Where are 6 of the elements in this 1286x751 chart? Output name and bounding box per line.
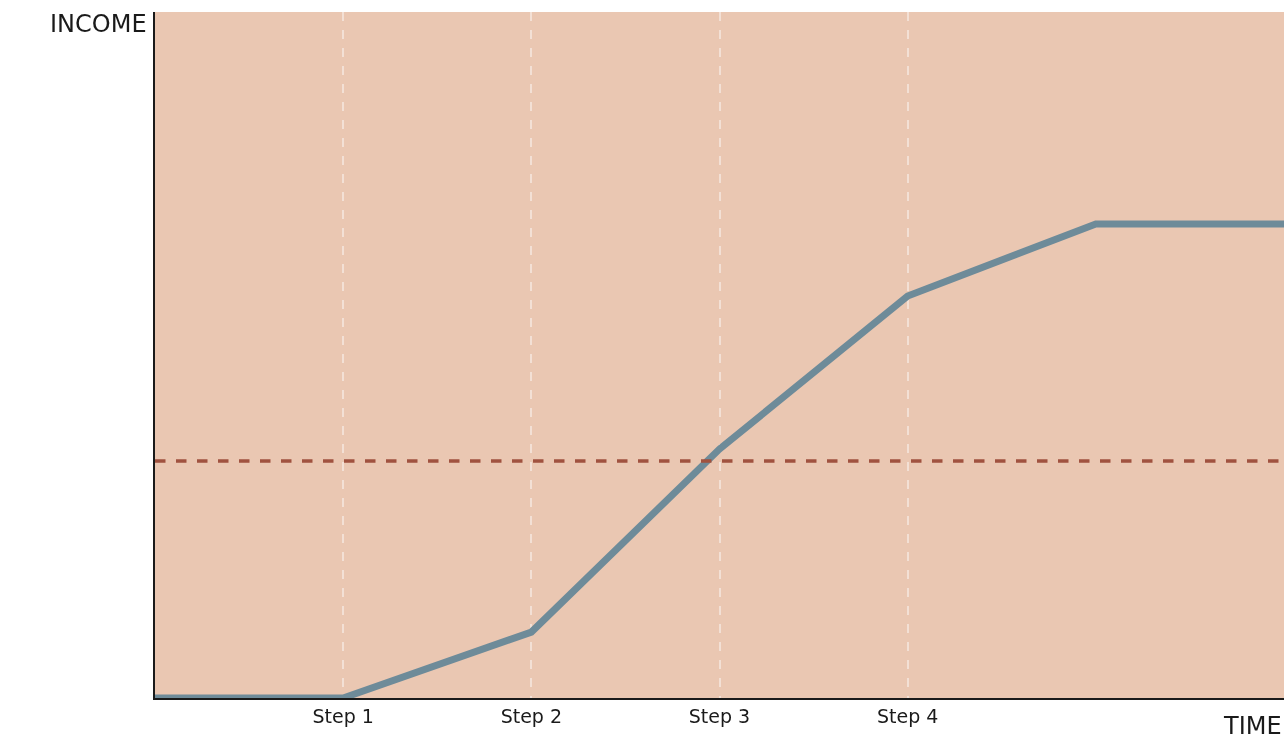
text: INCOME [50, 10, 147, 38]
x-tick-label: Step 1 [312, 704, 374, 727]
x-tick-label: Step 2 [500, 704, 563, 727]
x-axis-title: TIME [1223, 712, 1282, 740]
x-tick-label: Step 4 [876, 704, 939, 727]
x-tick-label: Step 3 [688, 704, 751, 727]
